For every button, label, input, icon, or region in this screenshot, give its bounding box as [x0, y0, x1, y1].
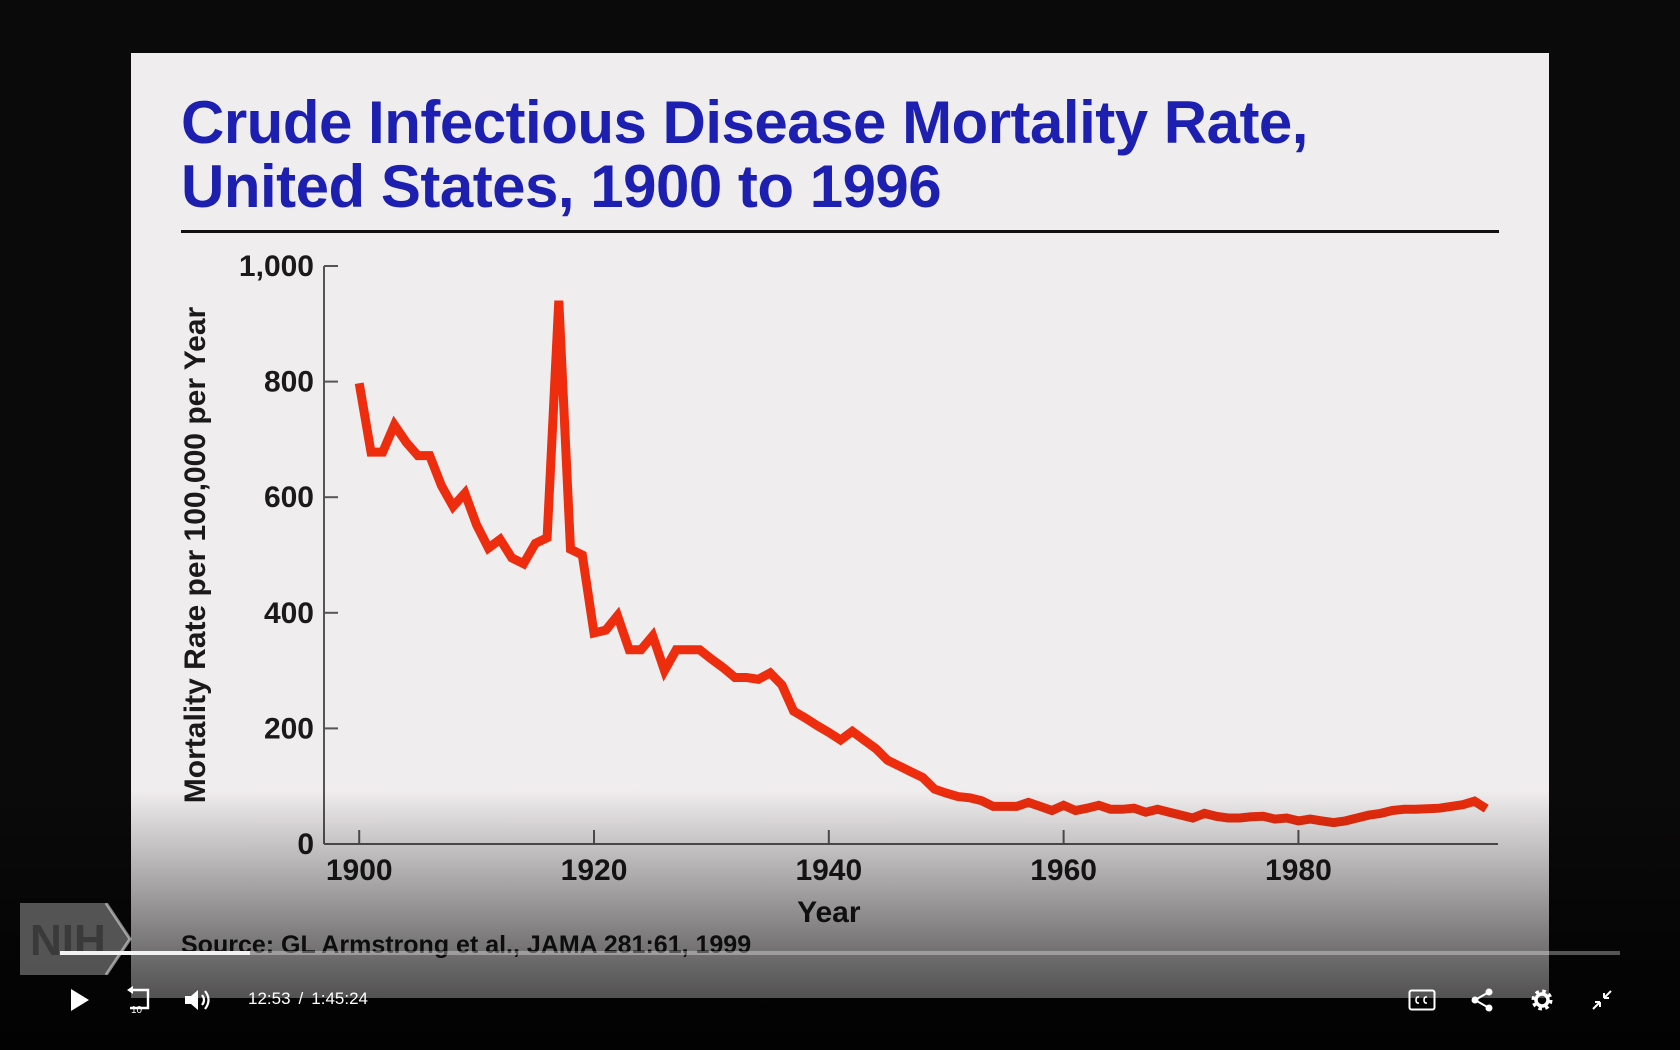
- progress-bar[interactable]: [60, 951, 1620, 955]
- nih-logo-text: NIH: [30, 916, 106, 965]
- x-tick-label: 1940: [795, 854, 862, 887]
- mortality-series-line: [354, 300, 1489, 828]
- y-tick-label: 200: [264, 712, 314, 745]
- time-display: 12:53 / 1:45:24: [248, 989, 368, 1009]
- y-tick-label: 600: [264, 481, 314, 514]
- y-tick-label: 800: [264, 366, 314, 399]
- mortality-line-chart: 0 200 400 600 800 1,000 1900 1920 1940 1960 1980 Ye…: [179, 250, 1498, 929]
- x-tick-label: 1980: [1265, 854, 1332, 887]
- duration: 1:45:24: [311, 989, 369, 1008]
- play-icon: [71, 989, 89, 1011]
- x-tick-label: 1960: [1030, 854, 1097, 887]
- y-tick-label: 1,000: [239, 250, 314, 283]
- play-button[interactable]: [59, 980, 99, 1020]
- share-button[interactable]: [1462, 980, 1502, 1020]
- slide-title-line-1: Crude Infectious Disease Mortality Rate,: [181, 89, 1308, 156]
- settings-button[interactable]: [1522, 980, 1562, 1020]
- progress-bar-played: [60, 951, 251, 955]
- y-axis-title: Mortality Rate per 100,000 per Year: [179, 306, 212, 803]
- closed-captions-icon: [1408, 989, 1436, 1011]
- x-tick-label: 1900: [326, 854, 393, 887]
- rewind-seconds-label: 10: [131, 1005, 143, 1016]
- replay-10-icon: 10: [127, 986, 150, 1016]
- video-frame-slide: Crude Infectious Disease Mortality Rate,…: [131, 53, 1549, 998]
- share-icon: [1471, 988, 1493, 1012]
- gear-icon: [1531, 989, 1553, 1011]
- volume-button[interactable]: [177, 980, 217, 1020]
- exit-fullscreen-icon: [1592, 990, 1612, 1010]
- exit-fullscreen-button[interactable]: [1582, 980, 1622, 1020]
- captions-button[interactable]: [1402, 980, 1442, 1020]
- nih-logo: NIH: [20, 903, 132, 975]
- current-time: 12:53: [248, 989, 291, 1008]
- rewind-10-button[interactable]: 10: [118, 980, 158, 1020]
- volume-icon: [185, 990, 210, 1010]
- x-axis-title: Year: [797, 896, 861, 929]
- y-tick-label: 400: [264, 597, 314, 630]
- time-separator: /: [298, 989, 304, 1008]
- title-divider: [181, 230, 1499, 233]
- slide-title-line-2: United States, 1900 to 1996: [181, 153, 942, 220]
- y-tick-label: 0: [297, 828, 314, 861]
- slide-title: Crude Infectious Disease Mortality Rate,…: [181, 91, 1308, 219]
- source-citation: Source: GL Armstrong et al., JAMA 281:61…: [181, 931, 752, 959]
- x-tick-label: 1920: [561, 854, 628, 887]
